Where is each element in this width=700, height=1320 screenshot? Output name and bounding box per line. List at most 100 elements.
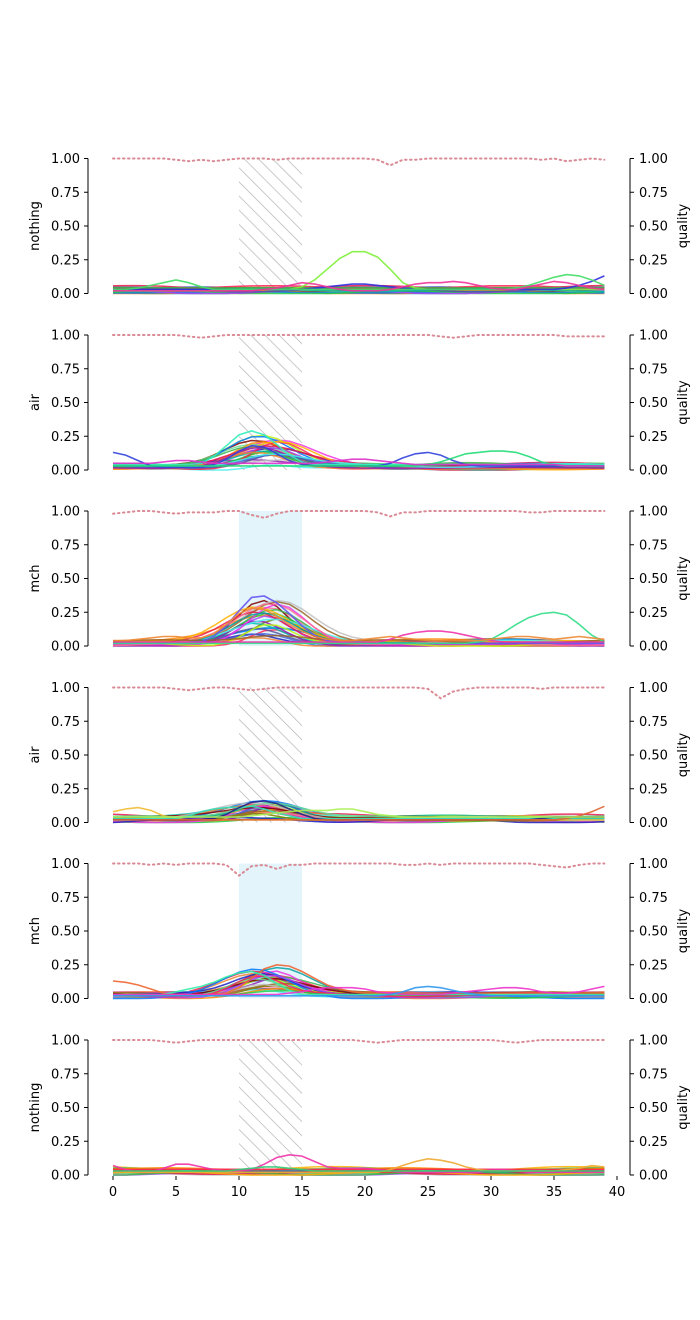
y-tick-label-right: 1.00 bbox=[639, 505, 668, 520]
quality-line bbox=[112, 334, 606, 339]
y-tick-label-right: 0.00 bbox=[639, 992, 668, 1007]
y-axis-label-right: quality bbox=[676, 908, 691, 953]
panel-5: 0.00 0.00 0.25 0.25 0.50 0.50 0.75 0.75 1.00 1.00… bbox=[28, 857, 691, 1007]
y-tick-label-right: 0.25 bbox=[639, 1135, 668, 1150]
y-axis-label-right: quality bbox=[676, 732, 691, 777]
y-tick-label-right: 0.75 bbox=[639, 538, 668, 553]
y-tick-label-right: 0.50 bbox=[639, 1101, 668, 1116]
x-tick-label: 15 bbox=[294, 1185, 311, 1200]
series-line-pink bbox=[113, 280, 605, 292]
quality-line bbox=[112, 510, 606, 519]
y-tick-label: 0.25 bbox=[51, 958, 80, 973]
y-tick-label: 0.00 bbox=[51, 816, 80, 831]
y-tick-label: 1.00 bbox=[51, 152, 80, 167]
series-line bbox=[112, 816, 605, 824]
y-tick-label-right: 1.00 bbox=[639, 857, 668, 872]
y-tick-label-right: 1.00 bbox=[639, 152, 668, 167]
y-axis-label: air bbox=[28, 393, 43, 411]
series-line-pink bbox=[113, 630, 605, 643]
y-tick-label: 0.50 bbox=[51, 220, 80, 235]
y-tick-label-right: 0.25 bbox=[639, 782, 668, 797]
x-tick-label: 35 bbox=[546, 1185, 563, 1200]
series-group bbox=[112, 595, 605, 647]
y-tick-label-right: 0.00 bbox=[639, 464, 668, 479]
y-tick-label-right: 0.50 bbox=[639, 572, 668, 587]
hatched-region bbox=[239, 1040, 302, 1175]
y-tick-label: 0.00 bbox=[51, 640, 80, 655]
y-tick-label: 0.75 bbox=[51, 1067, 80, 1082]
y-tick-label-right: 0.25 bbox=[639, 430, 668, 445]
y-tick-label-right: 0.00 bbox=[639, 1169, 668, 1184]
panel-4: 0.00 0.00 0.25 0.25 0.50 0.50 0.75 0.75 1.00 1.00… bbox=[28, 681, 691, 831]
series-line bbox=[113, 291, 605, 294]
series-line-late-green bbox=[113, 450, 605, 467]
y-tick-label-right: 0.50 bbox=[639, 925, 668, 940]
series-line-green bbox=[113, 1166, 605, 1172]
y-axis-label: mch bbox=[28, 917, 43, 945]
panel-3: 0.00 0.00 0.25 0.25 0.50 0.50 0.75 0.75 1.00 1.00… bbox=[28, 505, 691, 655]
y-tick-label: 1.00 bbox=[51, 857, 80, 872]
y-tick-label-right: 1.00 bbox=[639, 1034, 668, 1049]
y-tick-label: 0.00 bbox=[51, 464, 80, 479]
y-tick-label-right: 0.25 bbox=[639, 958, 668, 973]
x-tick-label: 0 bbox=[109, 1185, 117, 1200]
y-tick-label-right: 0.75 bbox=[639, 186, 668, 201]
y-tick-label: 0.00 bbox=[51, 287, 80, 302]
series-line-late-green bbox=[113, 611, 605, 645]
y-tick-label: 0.75 bbox=[51, 362, 80, 377]
y-axis-label-right: quality bbox=[676, 556, 691, 601]
x-tick-label: 5 bbox=[172, 1185, 180, 1200]
x-tick-label: 30 bbox=[483, 1185, 500, 1200]
series-line-mint bbox=[113, 970, 605, 996]
series-line bbox=[113, 439, 605, 467]
y-tick-label: 0.50 bbox=[51, 925, 80, 940]
series-line-green-tail bbox=[113, 273, 605, 291]
y-tick-label: 0.00 bbox=[51, 992, 80, 1007]
x-tick-label: 25 bbox=[420, 1185, 437, 1200]
y-tick-label-right: 0.75 bbox=[639, 362, 668, 377]
quality-line bbox=[112, 862, 606, 877]
y-tick-label-right: 0.75 bbox=[639, 715, 668, 730]
y-tick-label: 0.25 bbox=[51, 430, 80, 445]
series-line-magenta-tail bbox=[113, 985, 605, 996]
series-line-mint bbox=[113, 805, 605, 820]
y-tick-label-right: 0.00 bbox=[639, 816, 668, 831]
series-line-sky bbox=[113, 985, 605, 997]
series-line bbox=[113, 968, 605, 1000]
y-tick-label: 0.50 bbox=[51, 396, 80, 411]
y-tick-label: 0.25 bbox=[51, 1135, 80, 1150]
series-group bbox=[112, 963, 605, 1000]
y-axis-label: air bbox=[28, 746, 43, 764]
series-line bbox=[112, 599, 605, 643]
series-line-lime bbox=[113, 808, 605, 818]
series-line-orange bbox=[113, 607, 605, 642]
y-tick-label: 0.25 bbox=[51, 606, 80, 621]
y-tick-label: 0.50 bbox=[51, 749, 80, 764]
y-tick-label: 0.25 bbox=[51, 253, 80, 268]
y-tick-label-right: 0.50 bbox=[639, 749, 668, 764]
x-axis: 0 5 10 15 20 25 30 35 40 bbox=[109, 1176, 625, 1200]
x-tick-label: 10 bbox=[231, 1185, 248, 1200]
panel-2: 0.00 0.00 0.25 0.25 0.50 0.50 0.75 0.75 1.00 1.00… bbox=[28, 329, 691, 479]
y-tick-label: 0.25 bbox=[51, 782, 80, 797]
series-line-blue-tail bbox=[113, 275, 605, 291]
y-axis-label-right: quality bbox=[676, 1085, 691, 1130]
hatched-region bbox=[239, 158, 302, 294]
series-line-magenta bbox=[113, 458, 605, 467]
y-axis-label: mch bbox=[28, 564, 43, 592]
series-group bbox=[112, 250, 605, 295]
series-line-orange-tail bbox=[113, 805, 605, 821]
y-tick-label: 0.50 bbox=[51, 1101, 80, 1116]
y-tick-label-right: 1.00 bbox=[639, 329, 668, 344]
y-tick-label-right: 0.00 bbox=[639, 287, 668, 302]
y-tick-label-right: 0.75 bbox=[639, 1067, 668, 1082]
series-group bbox=[112, 799, 605, 824]
series-group bbox=[112, 1153, 605, 1176]
y-tick-label: 1.00 bbox=[51, 505, 80, 520]
y-tick-label-right: 1.00 bbox=[639, 681, 668, 696]
panels: 0.00 0.00 0.25 0.25 0.50 0.50 0.75 0.75 1.00 1.00… bbox=[28, 152, 691, 1184]
y-axis-label-right: quality bbox=[676, 380, 691, 425]
y-tick-label-right: 0.00 bbox=[639, 640, 668, 655]
series-line bbox=[112, 434, 605, 468]
quality-line bbox=[112, 686, 606, 700]
